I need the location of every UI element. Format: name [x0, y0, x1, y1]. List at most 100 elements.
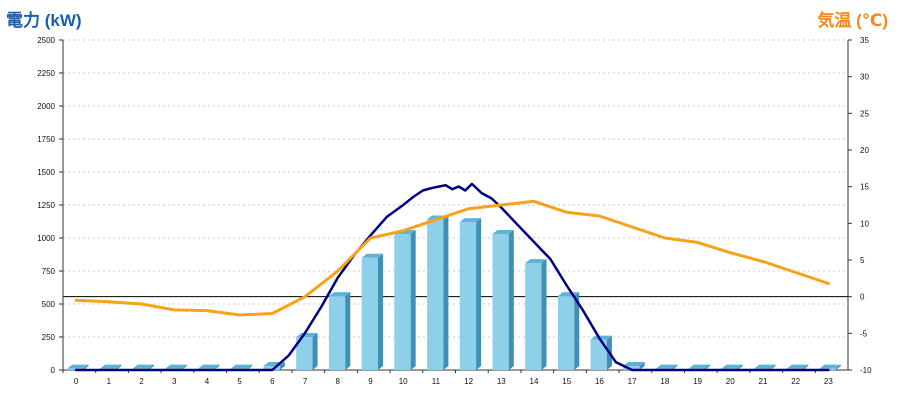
power-line	[74, 182, 830, 372]
left-axis-title: 電力 (kW)	[6, 11, 82, 30]
bar-side	[377, 253, 383, 370]
bar-side	[247, 364, 253, 370]
bar-side	[410, 230, 416, 370]
bar-side	[116, 364, 122, 370]
bar	[557, 292, 580, 370]
bar-side	[541, 259, 547, 370]
bar-side	[181, 364, 187, 370]
bar-front	[623, 366, 640, 370]
bar-front	[427, 219, 444, 370]
left-tick-label: 750	[42, 267, 56, 276]
left-tick-label: 1750	[37, 135, 55, 144]
bar-side	[770, 364, 776, 370]
bar-top	[721, 364, 743, 369]
bar	[492, 230, 514, 370]
right-tick-label: 35	[860, 36, 869, 45]
left-tick-label: 500	[42, 300, 56, 309]
x-tick-label: 14	[530, 377, 539, 386]
bar-side	[574, 292, 580, 370]
left-tick-label: 2500	[37, 36, 55, 45]
bar-front	[557, 296, 575, 370]
line-layer	[74, 182, 830, 372]
bar-front	[590, 339, 607, 370]
bar-top	[688, 364, 711, 369]
x-tick-label: 17	[628, 377, 637, 386]
bar-front	[263, 366, 280, 370]
bar-side	[345, 292, 351, 370]
bar	[361, 253, 383, 370]
bar-side	[803, 364, 809, 370]
x-tick-label: 21	[759, 377, 768, 386]
right-tick-label: 10	[860, 219, 869, 228]
bar-top	[590, 335, 612, 340]
right-tick-label: 15	[860, 183, 869, 192]
bar-top	[754, 364, 776, 369]
bar-top	[230, 364, 253, 369]
temperature-line	[74, 199, 830, 317]
left-tick-label: 2000	[37, 102, 55, 111]
left-tick-label: 1250	[37, 201, 55, 210]
bar-top	[67, 364, 89, 369]
tick-layer: 02505007501000125015001750200022502500-1…	[37, 36, 872, 386]
bar-side	[443, 215, 449, 370]
right-tick-label: 20	[860, 146, 869, 155]
bar-side	[639, 362, 645, 370]
bar	[459, 218, 482, 370]
bar-top	[819, 364, 841, 369]
bar-front	[361, 257, 378, 370]
bar-top	[786, 364, 809, 369]
bar-top	[623, 362, 645, 367]
x-tick-label: 1	[107, 377, 112, 386]
bar	[394, 230, 416, 370]
bar	[590, 335, 612, 370]
right-tick-label: 0	[860, 293, 865, 302]
bar-side	[705, 364, 711, 370]
x-tick-label: 18	[660, 377, 669, 386]
right-tick-label: 5	[860, 256, 865, 265]
x-tick-label: 8	[336, 377, 341, 386]
bar-front	[492, 234, 509, 370]
bar-top	[99, 364, 122, 369]
x-tick-label: 19	[693, 377, 702, 386]
left-tick-label: 2250	[37, 69, 55, 78]
bar-front	[394, 234, 411, 370]
right-tick-label: 25	[860, 109, 869, 118]
bar-side	[835, 364, 841, 370]
bar-side	[214, 364, 220, 370]
x-tick-label: 2	[139, 377, 144, 386]
x-tick-label: 9	[368, 377, 373, 386]
x-tick-label: 22	[791, 377, 800, 386]
bar	[427, 215, 449, 370]
x-tick-label: 13	[497, 377, 506, 386]
grid-layer	[63, 39, 848, 338]
x-tick-label: 15	[562, 377, 571, 386]
left-tick-label: 1000	[37, 234, 55, 243]
bar-top	[492, 230, 514, 235]
left-tick-label: 0	[51, 366, 56, 375]
bar-layer	[67, 215, 841, 370]
bar-top	[198, 364, 220, 369]
bar-side	[312, 333, 318, 370]
x-tick-label: 3	[172, 377, 177, 386]
bar-top	[132, 364, 155, 369]
left-tick-label: 250	[42, 333, 56, 342]
bar-side	[672, 364, 678, 370]
right-axis-title: 気温 (℃)	[817, 11, 888, 30]
bar	[623, 362, 645, 370]
x-tick-label: 6	[270, 377, 275, 386]
x-tick-label: 10	[399, 377, 408, 386]
x-tick-label: 0	[74, 377, 79, 386]
bar-front	[459, 222, 477, 370]
bar	[296, 333, 318, 370]
x-tick-label: 16	[595, 377, 604, 386]
right-tick-label: -5	[860, 329, 868, 338]
bar-side	[737, 364, 743, 370]
x-tick-label: 4	[205, 377, 210, 386]
bar	[525, 259, 547, 370]
bar-top	[656, 364, 678, 369]
axes-layer	[59, 39, 852, 373]
x-tick-label: 11	[432, 377, 441, 386]
bar-top	[361, 253, 383, 258]
bar-side	[279, 362, 285, 370]
bar-side	[508, 230, 514, 370]
